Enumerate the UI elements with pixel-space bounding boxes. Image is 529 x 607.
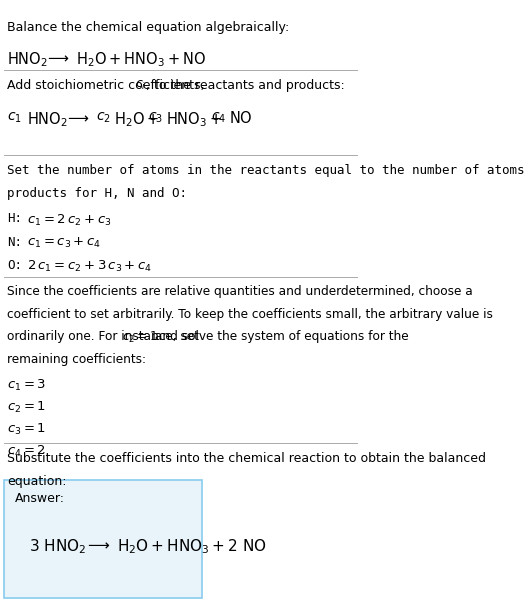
Text: $c_1 = 2\,c_2 + c_3$: $c_1 = 2\,c_2 + c_3$	[27, 212, 112, 228]
Text: $c_2 = 1$: $c_2 = 1$	[122, 330, 158, 345]
Text: Add stoichiometric coefficients,: Add stoichiometric coefficients,	[7, 79, 209, 92]
Text: $c_3 = 1$: $c_3 = 1$	[7, 422, 46, 437]
Text: $\longrightarrow$: $\longrightarrow$	[85, 537, 111, 552]
Text: $\mathregular{HNO_2}$: $\mathregular{HNO_2}$	[7, 50, 48, 69]
Text: $\mathregular{H_2O + }$: $\mathregular{H_2O + }$	[114, 110, 159, 129]
Text: ordinarily one. For instance, set: ordinarily one. For instance, set	[7, 330, 203, 343]
Text: , to the reactants and products:: , to the reactants and products:	[146, 79, 345, 92]
Text: $\longrightarrow$: $\longrightarrow$	[45, 50, 70, 66]
FancyBboxPatch shape	[4, 480, 202, 598]
Text: $3\ \mathregular{HNO_2}$: $3\ \mathregular{HNO_2}$	[29, 537, 86, 556]
Text: $\mathregular{HNO_3 + }$: $\mathregular{HNO_3 + }$	[166, 110, 222, 129]
Text: Since the coefficients are relative quantities and underdetermined, choose a: Since the coefficients are relative quan…	[7, 285, 473, 298]
Text: products for H, N and O:: products for H, N and O:	[7, 187, 187, 200]
Text: $c_1 = c_3 + c_4$: $c_1 = c_3 + c_4$	[27, 236, 101, 249]
Text: Set the number of atoms in the reactants equal to the number of atoms in the: Set the number of atoms in the reactants…	[7, 164, 529, 177]
Text: and solve the system of equations for the: and solve the system of equations for th…	[151, 330, 408, 343]
Text: Balance the chemical equation algebraically:: Balance the chemical equation algebraica…	[7, 21, 289, 34]
Text: $\longrightarrow$: $\longrightarrow$	[65, 110, 90, 126]
Text: H:: H:	[7, 212, 22, 225]
Text: $c_3$: $c_3$	[148, 110, 163, 125]
Text: coefficient to set arbitrarily. To keep the coefficients small, the arbitrary va: coefficient to set arbitrarily. To keep …	[7, 308, 493, 320]
Text: Answer:: Answer:	[14, 492, 65, 504]
Text: $c_1 = 3$: $c_1 = 3$	[7, 378, 47, 393]
Text: $\mathregular{H_2O + HNO_3 + NO}$: $\mathregular{H_2O + HNO_3 + NO}$	[76, 50, 206, 69]
Text: equation:: equation:	[7, 475, 67, 488]
Text: $\mathregular{HNO_2}$: $\mathregular{HNO_2}$	[27, 110, 68, 129]
Text: $c_2$: $c_2$	[96, 110, 111, 125]
Text: $\mathregular{NO}$: $\mathregular{NO}$	[229, 110, 253, 126]
Text: $c_i$: $c_i$	[135, 79, 147, 92]
Text: $\mathregular{H_2O + HNO_3 + 2\ NO}$: $\mathregular{H_2O + HNO_3 + 2\ NO}$	[117, 537, 267, 556]
Text: Substitute the coefficients into the chemical reaction to obtain the balanced: Substitute the coefficients into the che…	[7, 452, 486, 465]
Text: $c_4 = 2$: $c_4 = 2$	[7, 444, 46, 459]
Text: $c_1$: $c_1$	[7, 110, 22, 125]
Text: O:: O:	[7, 259, 22, 271]
Text: N:: N:	[7, 236, 22, 248]
Text: $2\,c_1 = c_2 + 3\,c_3 + c_4$: $2\,c_1 = c_2 + 3\,c_3 + c_4$	[27, 259, 152, 274]
Text: $c_4$: $c_4$	[211, 110, 226, 125]
Text: $c_2 = 1$: $c_2 = 1$	[7, 400, 46, 415]
Text: remaining coefficients:: remaining coefficients:	[7, 353, 146, 365]
